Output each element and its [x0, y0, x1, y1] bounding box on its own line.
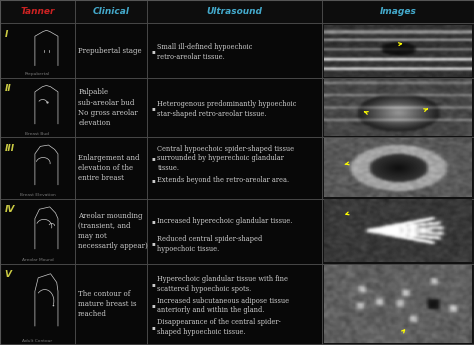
Bar [75, 199, 147, 264]
Text: Hyperechoic glandular tissue with fine
scattered hypoechoic spots.: Hyperechoic glandular tissue with fine s… [157, 275, 288, 293]
Text: II: II [5, 84, 11, 93]
Bar [75, 137, 147, 199]
Text: ▪: ▪ [152, 325, 155, 329]
Bar [147, 0, 322, 23]
Text: Tanner: Tanner [20, 7, 55, 16]
Bar [147, 23, 322, 78]
Text: Areolar mounding
(transient, and
may not
necessarily appear): Areolar mounding (transient, and may not… [78, 212, 148, 250]
Text: ▪: ▪ [152, 49, 155, 54]
Text: Clinical: Clinical [92, 7, 129, 16]
Text: I: I [5, 30, 8, 39]
Text: Heterogenous predominantly hypoechoic
star-shaped retro-areolar tissue.: Heterogenous predominantly hypoechoic st… [157, 100, 297, 118]
Bar [147, 199, 322, 264]
Text: The contour of
mature breast is
reached: The contour of mature breast is reached [78, 290, 137, 318]
Text: Prepubertal: Prepubertal [25, 72, 50, 76]
Bar [0, 78, 75, 137]
Text: Images: Images [380, 7, 417, 16]
Text: Disappearance of the central spider-
shaped hypoechoic tissue.: Disappearance of the central spider- sha… [157, 318, 281, 336]
Bar [75, 78, 147, 137]
Bar [0, 23, 75, 78]
Text: Small ill-defined hypoechoic
retro-areolar tissue.: Small ill-defined hypoechoic retro-areol… [157, 43, 253, 61]
Bar [75, 23, 147, 78]
Text: ▪: ▪ [152, 218, 155, 224]
Text: Reduced central spider-shaped
hypoechoic tissue.: Reduced central spider-shaped hypoechoic… [157, 235, 263, 253]
Bar [322, 137, 474, 199]
Bar [147, 264, 322, 344]
Text: ▪: ▪ [152, 241, 155, 246]
Bar [0, 264, 75, 344]
Text: Extends beyond the retro-areolar area.: Extends beyond the retro-areolar area. [157, 176, 290, 184]
Text: ▪: ▪ [152, 156, 155, 161]
Text: Palpable
sub-areolar bud
No gross areolar
elevation: Palpable sub-areolar bud No gross areola… [78, 88, 138, 127]
Text: Increased hyperechoic glandular tissue.: Increased hyperechoic glandular tissue. [157, 217, 293, 225]
Bar [147, 78, 322, 137]
Text: Areolar Mound: Areolar Mound [22, 258, 53, 262]
Bar [0, 0, 75, 23]
Bar [322, 0, 474, 23]
Text: ▪: ▪ [152, 178, 155, 183]
Bar [0, 199, 75, 264]
Text: Adult Contour: Adult Contour [22, 338, 53, 343]
Text: IV: IV [5, 205, 15, 214]
Bar [75, 264, 147, 344]
Bar [0, 137, 75, 199]
Text: III: III [5, 144, 15, 152]
Text: Prepubertal stage: Prepubertal stage [78, 47, 142, 55]
Bar [322, 264, 474, 344]
Text: ▪: ▪ [152, 282, 155, 287]
Bar [322, 23, 474, 78]
Text: Breast Elevation: Breast Elevation [19, 193, 55, 197]
Text: V: V [5, 270, 12, 279]
Bar [322, 199, 474, 264]
Bar [322, 78, 474, 137]
Text: ▪: ▪ [152, 106, 155, 111]
Text: Increased subcutaneous adipose tissue
anteriorly and within the gland.: Increased subcutaneous adipose tissue an… [157, 297, 290, 314]
Text: Central hypoechoic spider-shaped tissue
surrounded by hyperechoic glandular
tiss: Central hypoechoic spider-shaped tissue … [157, 145, 294, 172]
Bar [75, 0, 147, 23]
Text: ▪: ▪ [152, 303, 155, 308]
Text: Ultrasound: Ultrasound [207, 7, 263, 16]
Text: Breast Bud: Breast Bud [26, 131, 49, 136]
Bar [147, 137, 322, 199]
Text: Enlargement and
elevation of the
entire breast: Enlargement and elevation of the entire … [78, 154, 140, 182]
